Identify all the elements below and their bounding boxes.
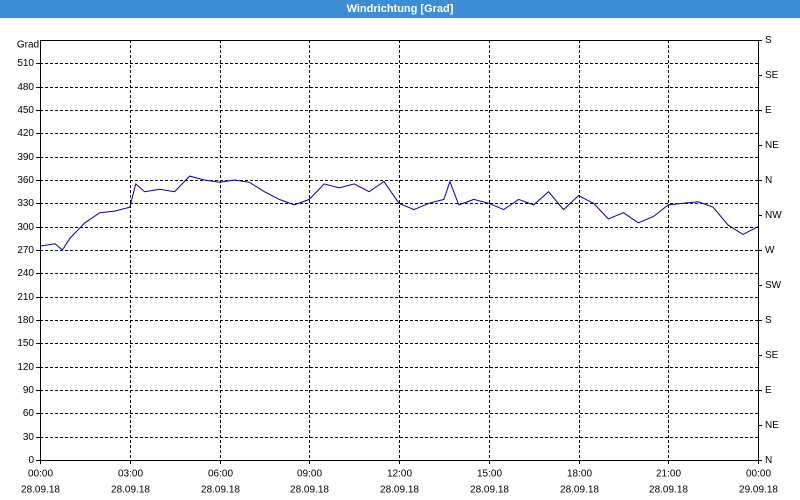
- x-tick-label: 15:00: [477, 469, 502, 480]
- x-tick-date: 28.09.18: [560, 485, 599, 496]
- y-tick-label: 150: [17, 338, 34, 349]
- y2-tick-label: NE: [765, 420, 779, 431]
- plot-frame: [40, 40, 759, 461]
- x-tick-date: 28.09.18: [201, 485, 240, 496]
- y2-tick-label: SE: [765, 70, 779, 81]
- y-axis-label: Grad: [17, 40, 39, 51]
- x-tick-date: 28.09.18: [649, 485, 688, 496]
- y-tick-label: 120: [17, 362, 34, 373]
- x-tick-label: 00:00: [746, 469, 771, 480]
- y-tick-label: 420: [17, 128, 34, 139]
- y2-tick-label: N: [765, 175, 772, 186]
- data-line: [39, 175, 759, 251]
- x-tick-label: 09:00: [297, 469, 322, 480]
- y2-tick-label: W: [765, 245, 775, 256]
- y2-tick-label: SW: [765, 280, 782, 291]
- y-tick-label: 360: [17, 175, 34, 186]
- y-tick-label: 210: [17, 292, 34, 303]
- y2-tick-label: E: [765, 385, 772, 396]
- title-bar: Windrichtung [Grad]: [0, 0, 800, 18]
- y-tick-label: 510: [17, 58, 34, 69]
- y-tick-label: 450: [17, 105, 34, 116]
- y-tick-label: 330: [17, 198, 34, 209]
- y-tick-label: 180: [17, 315, 34, 326]
- y-tick-label: 30: [23, 432, 35, 443]
- x-tick-label: 06:00: [208, 469, 233, 480]
- x-tick-label: 12:00: [387, 469, 412, 480]
- x-tick-label: 18:00: [567, 469, 592, 480]
- y2-tick-label: S: [765, 315, 772, 326]
- x-tick-date: 28.09.18: [21, 485, 60, 496]
- y2-tick-label: N: [765, 455, 772, 466]
- x-tick-date: 28.09.18: [290, 485, 329, 496]
- y2-tick-label: NE: [765, 140, 779, 151]
- y2-tick-label: E: [765, 105, 772, 116]
- y-tick-label: 390: [17, 152, 34, 163]
- y-tick-label: 300: [17, 222, 34, 233]
- y-tick-label: 480: [17, 82, 34, 93]
- y2-tick-label: NW: [765, 210, 782, 221]
- x-tick-date: 29.09.18: [739, 485, 778, 496]
- x-tick-date: 28.09.18: [380, 485, 419, 496]
- y-tick-label: 240: [17, 268, 34, 279]
- y-tick-label: 90: [23, 385, 35, 396]
- x-tick-date: 28.09.18: [470, 485, 509, 496]
- y-tick-label: 270: [17, 245, 34, 256]
- x-tick-label: 21:00: [656, 469, 681, 480]
- y-tick-label: 0: [28, 455, 34, 466]
- x-tick-date: 28.09.18: [111, 485, 150, 496]
- y2-tick-label: S: [765, 35, 772, 46]
- y2-tick-label: SE: [765, 350, 779, 361]
- x-tick-label: 00:00: [28, 469, 53, 480]
- y-tick-label: 60: [23, 408, 35, 419]
- x-tick-label: 03:00: [118, 469, 143, 480]
